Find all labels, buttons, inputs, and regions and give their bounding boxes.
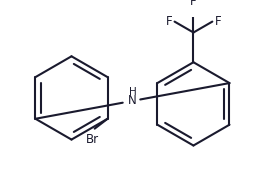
Text: Br: Br: [86, 133, 99, 146]
Text: F: F: [190, 0, 197, 8]
Text: F: F: [165, 15, 172, 28]
Text: F: F: [215, 15, 221, 28]
Text: N: N: [128, 94, 137, 107]
Text: H: H: [128, 88, 136, 97]
